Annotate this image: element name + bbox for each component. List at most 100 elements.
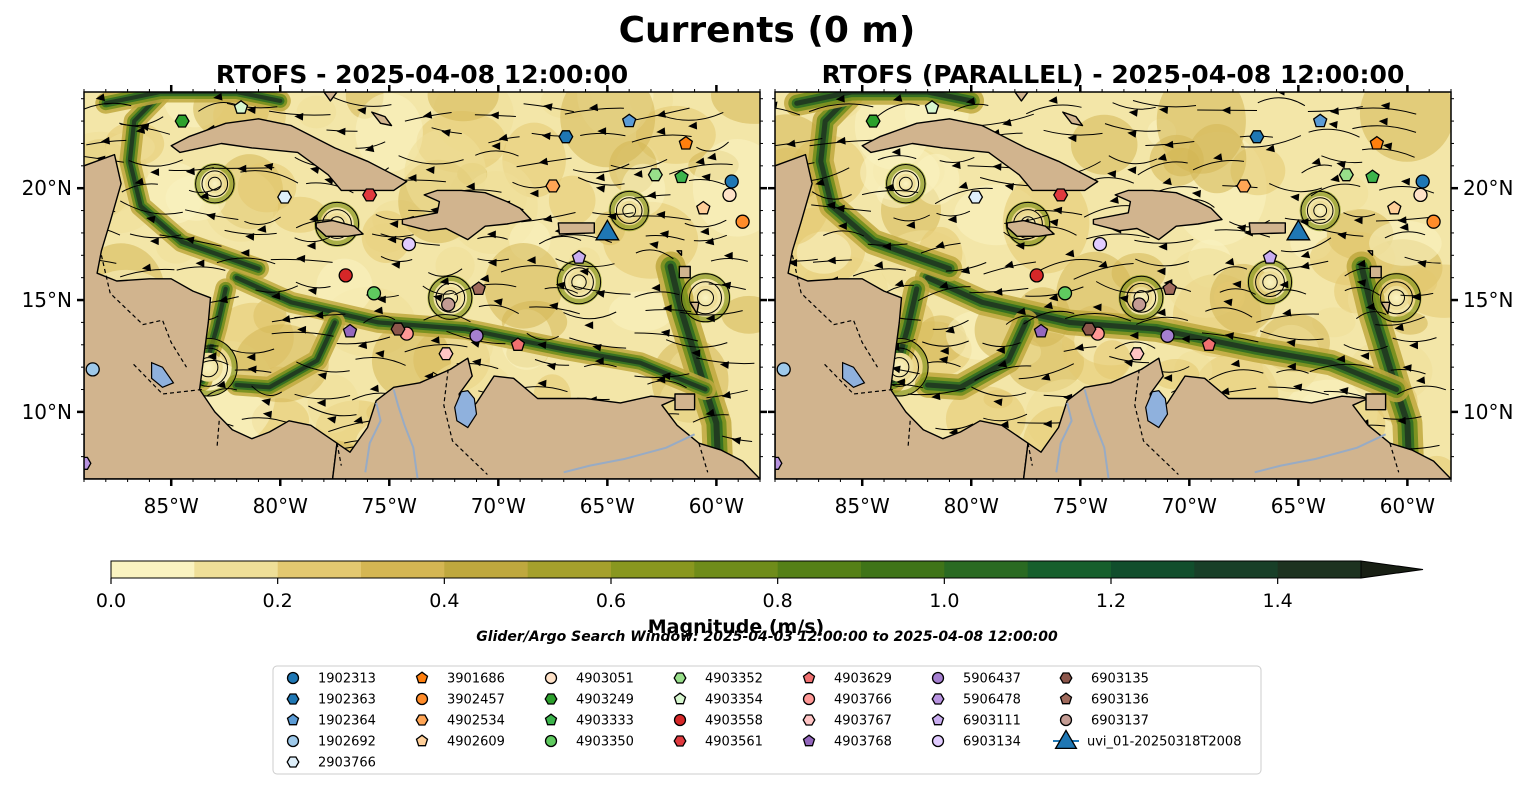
streamline [823,230,865,237]
streamline-arrow [661,372,671,380]
colorbar-segment [694,561,779,578]
legend-marker-4903629 [802,671,816,684]
streamline-arrow [281,315,291,323]
lat-tick-label: 10°N [1463,400,1513,424]
streamline-arrow [588,103,599,112]
streamline [129,233,182,239]
colorbar-label: Magnitude (m/s) [648,616,825,638]
map-panel-rtofs-parallel [775,92,1451,479]
streamline [206,388,238,397]
streamline [294,236,331,243]
land-trinidad [674,393,696,411]
streamline-arrow [996,346,1005,354]
streamline [1134,239,1194,244]
streamline-arrow [1004,260,1014,269]
streamline-arrow [407,174,417,182]
country-border [216,420,220,448]
streamline-arrow [135,126,146,134]
streamline [1343,344,1388,352]
streamline [885,284,914,293]
streamline [428,268,463,277]
magnitude-patch [721,295,760,334]
streamline-arrow [369,384,379,393]
marker-4903629 [510,337,526,351]
streamline-arrow [466,182,475,191]
streamline-arrow [1221,106,1231,115]
streamline-arrow [649,241,659,249]
panel-title-rtofs-parallel: RTOFS (PARALLEL) - 2025-04-08 12:00:00 [822,60,1405,89]
land-guadeloupe [678,265,691,279]
marker-4903767 [438,347,454,361]
country-border [336,443,342,466]
colorbar-tick-label: 0.6 [596,590,626,612]
magnitude-patch [237,162,297,213]
streamline-arrow [1401,177,1410,186]
marker-6903111 [1262,249,1278,264]
streamline [1355,311,1387,319]
streamline [454,283,517,296]
marker-4903352 [647,168,663,182]
streamline [635,249,674,260]
streamline [934,187,993,205]
streamline-arrow [688,121,698,130]
streamline-arrow [541,132,551,140]
streamline [1269,183,1323,193]
current-jet [925,319,1029,390]
magnitude-patch [435,246,475,285]
legend-marker-uvi_01-20250318T2008 [1054,729,1078,750]
lon-tick-label: 75°W [1053,494,1108,518]
streamline-arrow [1265,144,1275,153]
streamline-arrow [422,111,433,119]
legend: 1902313 1902363 1902364 1902692 2903766 39016… [272,665,1262,775]
marker-4902609 [696,200,711,215]
legend-marker-6903137 [1059,713,1073,727]
lon-tick-label: 70°W [1162,494,1217,518]
streamline-arrow [357,107,367,115]
streamline-arrow [1300,250,1311,259]
streamline-arrow [439,277,449,285]
streamline [1043,129,1103,136]
streamline [1263,289,1307,297]
streamline [1301,164,1333,174]
streamline [120,268,175,278]
streamline-arrow [597,127,607,135]
streamline-arrow [257,225,267,233]
lon-tick-label: 85°W [835,494,890,518]
colorbar-tick-label: 0.4 [429,590,459,612]
streamline [355,357,406,366]
marker-4903333 [1365,169,1380,184]
streamline-arrow [150,237,159,246]
streamline-arrow [141,263,152,272]
streamline-arrow [1043,301,1053,310]
streamline [932,319,969,330]
streamline-arrow [1293,383,1303,392]
marker-6903135 [1081,322,1097,336]
streamline [1025,286,1084,297]
eddy-streamline [1388,289,1405,307]
streamline-arrow [656,127,666,136]
streamline-arrow [1290,193,1300,202]
lon-tick-label: 65°W [580,494,635,518]
streamline-arrow [815,178,825,186]
colorbar-tick-label: 0.0 [96,590,126,612]
marker-4903051 [1413,187,1428,203]
streamline [295,219,334,229]
streamline-arrow [375,350,385,358]
legend-marker-6903134 [931,734,945,748]
land-centralAmerica [84,153,338,479]
legend-label: 4903352 [705,672,763,687]
colorbar-segment [444,561,529,578]
streamline [526,332,559,341]
streamline [939,156,975,163]
streamline [1086,233,1150,240]
marker-1902313 [724,174,739,189]
river [563,433,696,474]
land-centralAmerica [775,153,1029,479]
streamline-arrow [1213,153,1223,161]
streamline [551,234,612,243]
streamline-arrow [364,144,375,153]
legend-label: 3901686 [447,672,505,687]
streamline-arrow [997,360,1008,368]
streamline-arrow [594,357,604,365]
streamline-arrow [633,170,643,178]
